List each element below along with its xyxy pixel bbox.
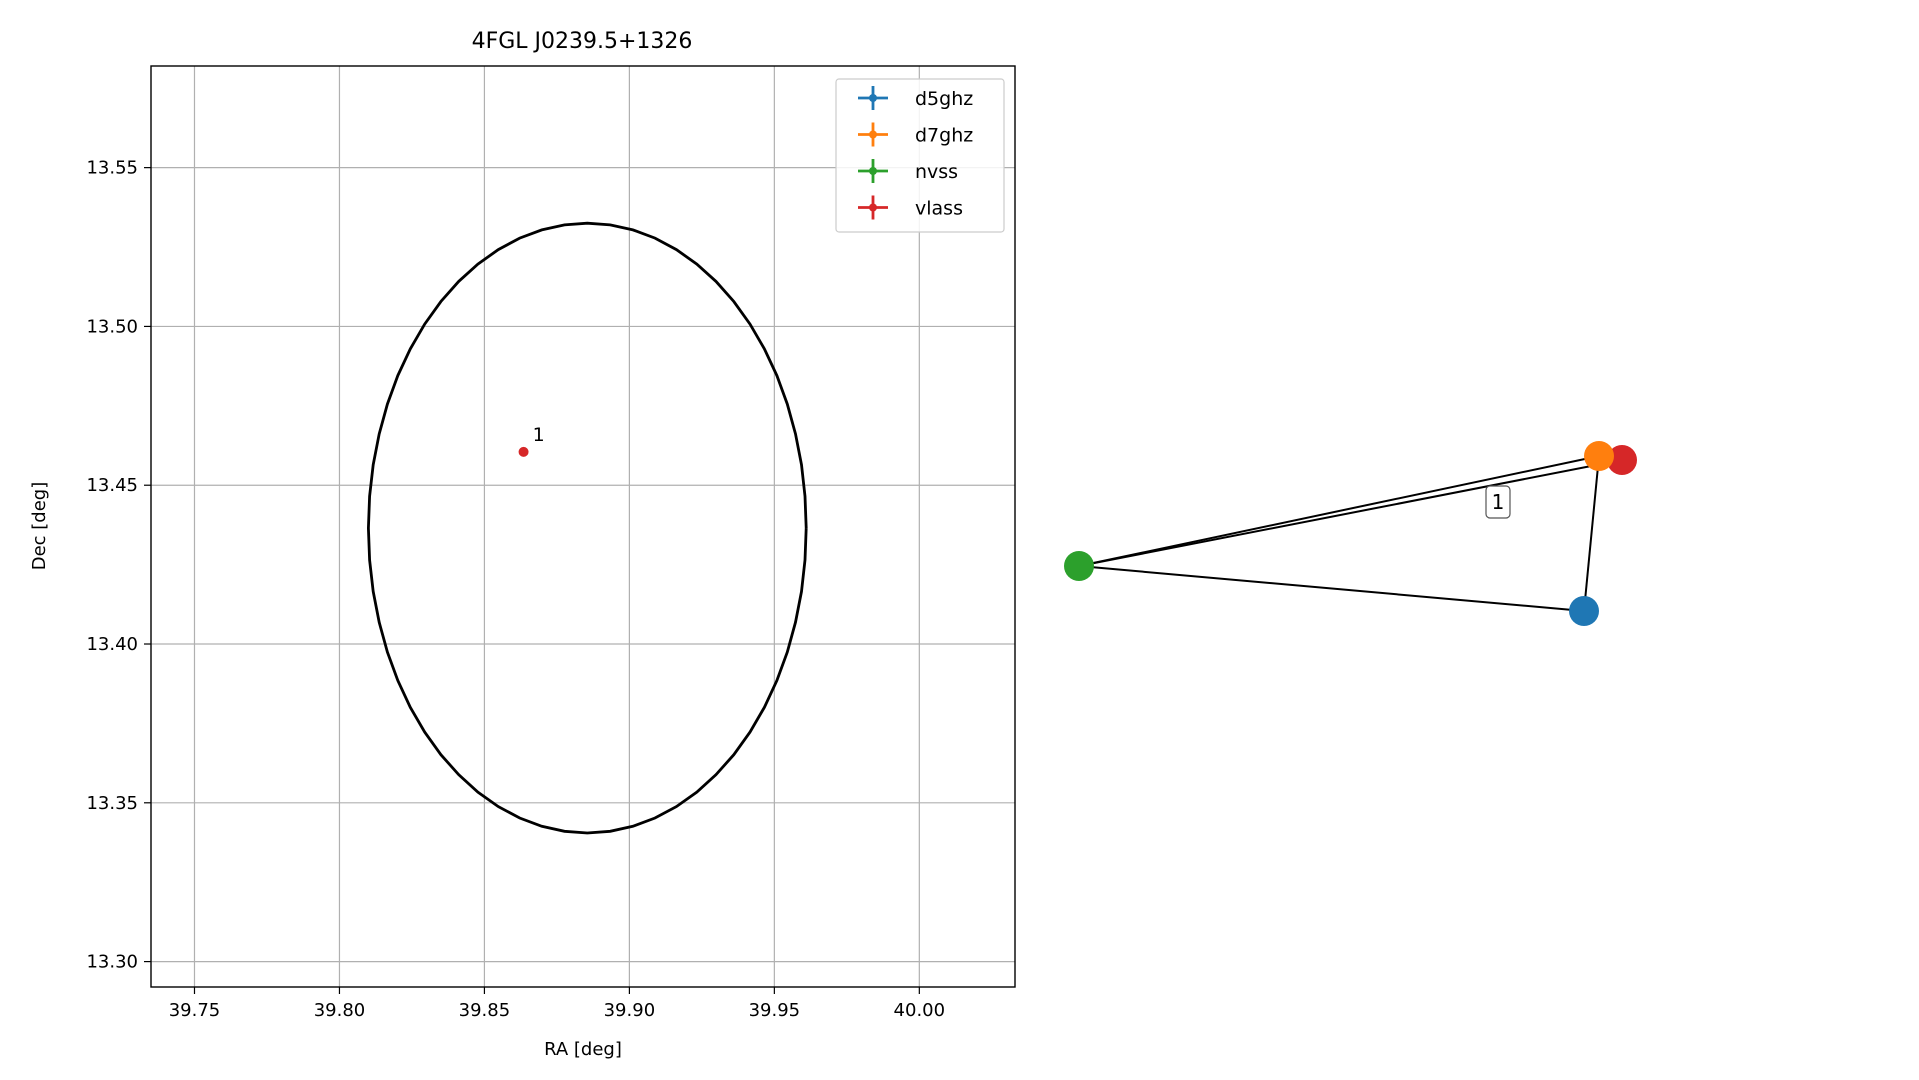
y-axis-label: Dec [deg] [29,482,50,571]
network-edge [1583,455,1600,612]
network-edge [1078,455,1600,567]
y-tick-label: 13.55 [86,158,138,179]
y-tick-label: 13.30 [86,952,138,973]
network-edge [1078,565,1585,612]
network-node-vlass [1607,445,1637,475]
network-edge [1078,459,1623,567]
plot-frame [150,65,1016,988]
x-tick-label: 39.90 [604,1000,656,1021]
legend-marker-dot [869,203,877,212]
x-axis-ticks: 39.75 39.80 39.85 39.90 39.95 40.00 [169,987,945,1021]
y-tick-label: 13.40 [86,634,138,655]
legend-entry: d7ghz [858,122,973,147]
edge-label: 1 [1485,485,1511,519]
legend-marker-dot [869,130,877,139]
x-tick-label: 39.85 [459,1000,511,1021]
y-axis-ticks: 13.30 13.35 13.40 13.45 13.50 13.55 [86,158,151,973]
edge-label-box [1485,485,1511,519]
nodes-layer [1064,441,1637,626]
chart-title: 4FGL J0239.5+1326 [472,29,693,54]
y-tick-label: 13.50 [86,316,138,337]
legend-label: d7ghz [915,125,973,147]
x-tick-label: 40.00 [894,1000,946,1021]
legend-label: d5ghz [915,88,973,110]
legend-marker-dot [869,167,877,175]
error-ellipse-layer [366,221,808,835]
points-layer: 1 [518,424,545,457]
legend: d5ghz d7ghz nvss vlass [835,78,1005,233]
legend-entry: d5ghz [858,86,973,110]
network-panel: 1 [1064,441,1637,626]
legend-box [835,78,1005,233]
legend-label: vlass [915,198,963,220]
error-ellipse [366,221,808,835]
x-tick-label: 39.95 [749,1000,801,1021]
scatter-panel: 4FGL J0239.5+1326 1 39.75 39.80 39.85 39.90… [29,29,1016,1060]
legend-marker-dot [869,94,877,102]
legend-entry: nvss [858,159,958,183]
point-label: 1 [533,424,545,446]
source-point [518,446,529,457]
x-tick-label: 39.75 [169,1000,221,1021]
edge-label-text: 1 [1492,490,1505,514]
x-tick-label: 39.80 [314,1000,366,1021]
network-node-d7ghz [1584,441,1614,471]
network-node-d5ghz [1569,596,1599,626]
legend-entry: vlass [858,195,963,220]
y-tick-label: 13.35 [86,793,138,814]
y-tick-label: 13.45 [86,475,138,496]
network-node-nvss [1064,551,1094,581]
x-axis-label: RA [deg] [544,1039,622,1060]
legend-label: nvss [915,161,958,183]
edges-layer [1078,455,1623,612]
